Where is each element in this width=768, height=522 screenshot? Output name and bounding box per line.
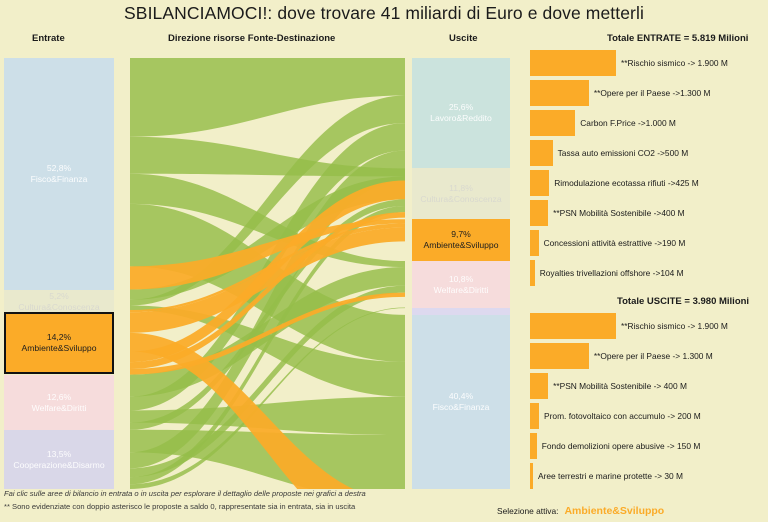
node-label: Cultura&Conoscenza <box>18 301 100 312</box>
bar[interactable] <box>530 230 539 256</box>
bar-label: **Rischio sismico -> 1.900 M <box>621 321 728 331</box>
bar-label: **Rischio sismico -> 1.900 M <box>621 58 728 68</box>
bar-label: Aree terrestri e marine protette -> 30 M <box>538 471 683 481</box>
sankey-link <box>130 332 405 522</box>
bar[interactable] <box>530 403 540 429</box>
sankey-link <box>130 95 405 306</box>
node-percent: 25,6% <box>448 102 474 113</box>
node-percent: 11,8% <box>449 182 473 193</box>
sankey-link <box>130 58 405 137</box>
bar[interactable] <box>530 80 589 106</box>
node-uscite-cultura-conoscenza[interactable]: 11,8% Cultura&Conoscenza <box>412 168 510 219</box>
legend-text: ** Sono evidenziate con doppio asterisco… <box>4 502 356 511</box>
bar[interactable] <box>530 373 549 399</box>
bar[interactable] <box>530 170 550 196</box>
bar-label: Tassa auto emissioni CO2 ->500 M <box>557 148 689 158</box>
node-uscite-ambiente-sviluppo[interactable]: 9,7% Ambiente&Sviluppo <box>412 219 510 261</box>
sankey-link <box>130 150 405 469</box>
node-percent: 40,4% <box>448 391 474 402</box>
node-percent: 14,2% <box>46 332 72 343</box>
bar-label: Fondo demolizioni opere abusive -> 150 M <box>541 441 701 451</box>
node-label: Fisco&Finanza <box>30 174 88 184</box>
bar-label: Royalties trivellazioni offshore ->104 M <box>539 268 684 278</box>
bar-label: **Opere per il Paese -> 1.300 M <box>593 351 713 361</box>
node-uscite-fisco-finanza[interactable]: 40,4% Fisco&Finanza <box>412 315 510 489</box>
node-percent: 10,8% <box>448 273 474 284</box>
sankey-link <box>130 205 405 485</box>
bar-label: **PSN Mobilità Sostenibile ->400 M <box>553 208 685 218</box>
bar-label: Concessioni attività estrattive ->190 M <box>543 238 686 248</box>
sankey-flow-area <box>130 58 405 522</box>
node-percent: 9,7% <box>451 229 471 240</box>
bar-label: Carbon F.Price ->1.000 M <box>580 118 676 128</box>
sankey-link <box>130 219 405 290</box>
bar[interactable] <box>530 433 537 459</box>
column-header-direzione: Direzione risorse Fonte-Destinazione <box>168 33 336 44</box>
sankey-link <box>130 307 405 489</box>
bar-label: **Opere per il Paese ->1.300 M <box>593 88 711 98</box>
node-label: Cultura&Conoscenza <box>420 193 502 204</box>
node-entrate-welfare-diritti[interactable]: 12,6% Welfare&Diritti <box>4 375 114 430</box>
node-label: Ambiente&Sviluppo <box>21 343 97 353</box>
node-label: Ambiente&Sviluppo <box>423 240 499 250</box>
column-header-uscite: Uscite <box>449 33 478 44</box>
active-selection-value: Ambiente&Sviluppo <box>564 505 665 517</box>
sankey-link <box>130 292 405 375</box>
sankey-link <box>130 180 405 363</box>
bar[interactable] <box>530 463 533 489</box>
hint-text: Fai clic sulle aree di bilancio in entra… <box>4 489 366 498</box>
node-percent: 52,8% <box>46 163 72 174</box>
active-selection: Selezione attiva: Ambiente&Sviluppo <box>497 505 664 517</box>
bar-label: Prom. fotovoltaico con accumulo -> 200 M <box>544 411 701 421</box>
node-uscite-welfare-diritti[interactable]: 10,8% Welfare&Diritti <box>412 261 510 308</box>
active-selection-label: Selezione attiva: <box>497 506 559 516</box>
bar-label: Rimodulazione ecotassa rifiuti ->425 M <box>554 178 699 188</box>
sankey-link <box>130 305 405 397</box>
node-percent: 13,5% <box>46 448 72 459</box>
node-percent: 5,2% <box>49 290 69 301</box>
bar-label: **PSN Mobilità Sostenibile -> 400 M <box>553 381 687 391</box>
node-entrate-cultura-conoscenza[interactable]: 5,2% Cultura&Conoscenza <box>4 290 114 313</box>
bar[interactable] <box>530 343 589 369</box>
bar[interactable] <box>530 110 576 136</box>
node-uscite-cooperazione-disarmo[interactable] <box>412 308 510 315</box>
node-label: Welfare&Diritti <box>433 284 489 295</box>
sankey-link <box>130 396 405 436</box>
totale-uscite-title: Totale USCITE = 3.980 Milioni <box>617 296 750 307</box>
sankey-link <box>130 173 405 268</box>
column-header-entrate: Entrate <box>32 33 65 44</box>
node-uscite-lavoro-reddito[interactable]: 25,6% Lavoro&Reddito <box>412 58 510 168</box>
node-label: Lavoro&Reddito <box>430 113 492 123</box>
bar[interactable] <box>530 50 616 76</box>
bar[interactable] <box>530 200 549 226</box>
node-label: Cooperazione&Disarmo <box>13 459 105 470</box>
node-entrate-fisco-finanza[interactable]: 52,8% Fisco&Finanza <box>4 58 114 290</box>
node-entrate-ambiente-sviluppo[interactable]: 14,2% Ambiente&Sviluppo <box>4 312 114 374</box>
node-entrate-cooperazione-disarmo[interactable]: 13,5% Cooperazione&Disarmo <box>4 430 114 489</box>
sankey-link <box>130 212 405 369</box>
node-percent: 12,6% <box>46 391 72 402</box>
sankey-links <box>130 58 405 522</box>
page-title: SBILANCIAMOCI!: dove trovare 41 miliardi… <box>124 3 644 23</box>
bar[interactable] <box>530 260 535 286</box>
bar[interactable] <box>530 140 553 166</box>
bar[interactable] <box>530 313 616 339</box>
sankey-link <box>130 285 405 478</box>
totale-entrate-title: Totale ENTRATE = 5.819 Milioni <box>607 33 749 44</box>
node-label: Welfare&Diritti <box>31 402 87 413</box>
node-label: Fisco&Finanza <box>432 402 490 412</box>
